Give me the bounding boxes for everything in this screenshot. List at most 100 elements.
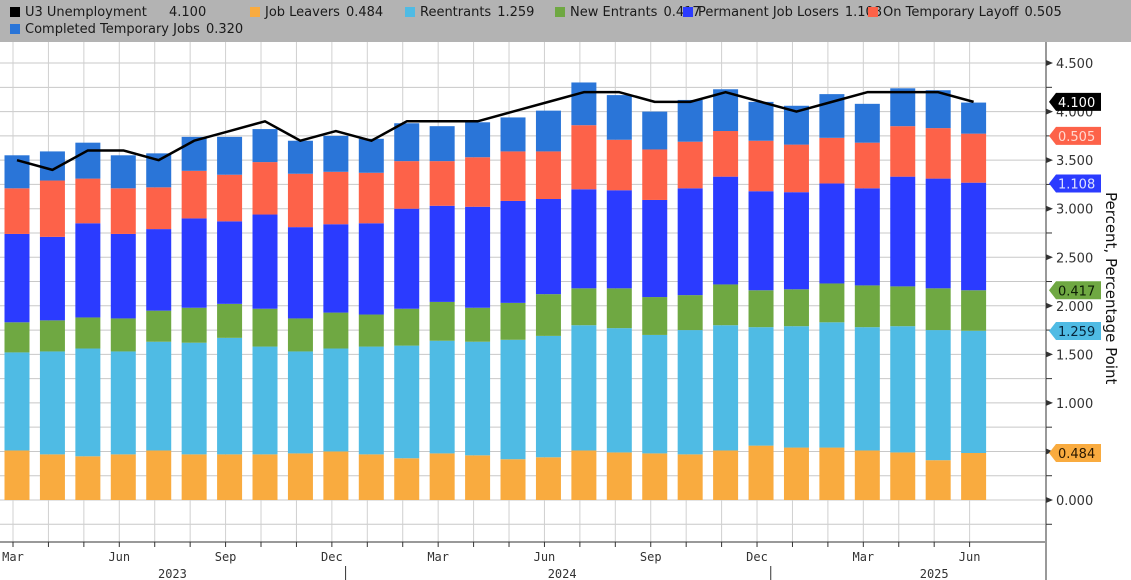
bar-segment-job-leavers[interactable] <box>748 445 774 500</box>
bar-segment-completed-temporary-jobs[interactable] <box>854 103 880 143</box>
bar-segment-new-entrants[interactable] <box>146 310 172 342</box>
bar-segment-permanent-job-losers[interactable] <box>146 229 172 311</box>
bar-segment-job-leavers[interactable] <box>217 454 243 500</box>
bar-segment-job-leavers[interactable] <box>854 450 880 500</box>
bar-segment-permanent-job-losers[interactable] <box>500 200 526 303</box>
bar-segment-reentrants[interactable] <box>571 325 597 451</box>
bar-segment-permanent-job-losers[interactable] <box>890 176 916 287</box>
bar-segment-permanent-job-losers[interactable] <box>925 178 951 289</box>
bar-segment-job-leavers[interactable] <box>429 453 455 500</box>
bar-segment-completed-temporary-jobs[interactable] <box>677 99 703 142</box>
bar-segment-reentrants[interactable] <box>606 328 632 453</box>
bar-segment-permanent-job-losers[interactable] <box>606 190 632 289</box>
bar-segment-reentrants[interactable] <box>783 326 809 448</box>
bar-segment-permanent-job-losers[interactable] <box>252 214 278 309</box>
bar-segment-on-temporary-layoff[interactable] <box>110 188 136 234</box>
bar-segment-completed-temporary-jobs[interactable] <box>429 126 455 162</box>
bar-segment-reentrants[interactable] <box>146 341 172 451</box>
bar-segment-job-leavers[interactable] <box>358 454 384 500</box>
legend-item[interactable]: New Entrants0.417 <box>555 4 701 20</box>
bar-segment-on-temporary-layoff[interactable] <box>146 187 172 230</box>
bar-segment-new-entrants[interactable] <box>4 322 30 353</box>
legend-item[interactable]: On Temporary Layoff 0.505 <box>868 4 1062 20</box>
bar-segment-on-temporary-layoff[interactable] <box>323 171 349 225</box>
bar-segment-on-temporary-layoff[interactable] <box>819 137 845 184</box>
bar-segment-completed-temporary-jobs[interactable] <box>110 155 136 189</box>
bar-segment-reentrants[interactable] <box>110 351 136 455</box>
bar-segment-reentrants[interactable] <box>713 325 739 451</box>
bar-segment-completed-temporary-jobs[interactable] <box>358 138 384 173</box>
bar-segment-reentrants[interactable] <box>75 348 101 457</box>
bar-segment-reentrants[interactable] <box>4 352 30 451</box>
bar-segment-permanent-job-losers[interactable] <box>4 233 30 323</box>
bar-segment-reentrants[interactable] <box>819 322 845 448</box>
bar-segment-new-entrants[interactable] <box>925 288 951 331</box>
bar-segment-permanent-job-losers[interactable] <box>429 205 455 302</box>
bar-segment-reentrants[interactable] <box>642 334 668 454</box>
bar-segment-reentrants[interactable] <box>39 351 65 455</box>
bar-segment-reentrants[interactable] <box>677 330 703 455</box>
bar-segment-on-temporary-layoff[interactable] <box>961 133 987 183</box>
bar-segment-job-leavers[interactable] <box>39 454 65 500</box>
bar-segment-completed-temporary-jobs[interactable] <box>465 122 491 158</box>
legend-item[interactable]: Job Leavers 0.484 <box>250 4 383 20</box>
bar-segment-on-temporary-layoff[interactable] <box>394 161 420 209</box>
u3-unemployment-line[interactable] <box>16 90 974 172</box>
bar-segment-completed-temporary-jobs[interactable] <box>713 89 739 132</box>
bar-segment-permanent-job-losers[interactable] <box>323 224 349 313</box>
bar-segment-on-temporary-layoff[interactable] <box>252 162 278 215</box>
bar-segment-job-leavers[interactable] <box>890 452 916 500</box>
bar-segment-completed-temporary-jobs[interactable] <box>961 102 987 134</box>
bar-segment-new-entrants[interactable] <box>535 294 561 336</box>
bar-segment-completed-temporary-jobs[interactable] <box>181 136 207 171</box>
bar-segment-permanent-job-losers[interactable] <box>217 221 243 304</box>
legend-item[interactable]: Completed Temporary Jobs 0.320 <box>10 21 243 37</box>
bar-segment-job-leavers[interactable] <box>713 450 739 500</box>
bar-segment-on-temporary-layoff[interactable] <box>358 172 384 224</box>
bar-segment-completed-temporary-jobs[interactable] <box>642 111 668 150</box>
bar-segment-on-temporary-layoff[interactable] <box>571 125 597 190</box>
bar-segment-permanent-job-losers[interactable] <box>571 189 597 289</box>
bar-segment-permanent-job-losers[interactable] <box>39 236 65 321</box>
legend-item[interactable]: Permanent Job Losers 1.108 <box>683 4 882 20</box>
bar-segment-reentrants[interactable] <box>925 330 951 461</box>
bar-segment-new-entrants[interactable] <box>394 308 420 346</box>
bar-segment-permanent-job-losers[interactable] <box>358 223 384 315</box>
bar-segment-job-leavers[interactable] <box>925 460 951 500</box>
bar-segment-on-temporary-layoff[interactable] <box>465 157 491 207</box>
bar-segment-on-temporary-layoff[interactable] <box>925 128 951 179</box>
bar-segment-on-temporary-layoff[interactable] <box>783 144 809 193</box>
bar-segment-new-entrants[interactable] <box>39 320 65 352</box>
bar-segment-reentrants[interactable] <box>961 330 987 454</box>
bar-segment-new-entrants[interactable] <box>75 317 101 349</box>
bar-segment-new-entrants[interactable] <box>890 286 916 327</box>
bar-segment-reentrants[interactable] <box>890 326 916 453</box>
bar-segment-new-entrants[interactable] <box>961 290 987 331</box>
bar-segment-new-entrants[interactable] <box>571 288 597 326</box>
bar-segment-on-temporary-layoff[interactable] <box>217 174 243 222</box>
bar-segment-new-entrants[interactable] <box>323 312 349 349</box>
bar-segment-job-leavers[interactable] <box>677 454 703 500</box>
bar-segment-completed-temporary-jobs[interactable] <box>75 142 101 179</box>
bar-segment-on-temporary-layoff[interactable] <box>75 178 101 224</box>
bar-segment-job-leavers[interactable] <box>252 454 278 500</box>
bar-segment-new-entrants[interactable] <box>358 314 384 347</box>
bar-segment-permanent-job-losers[interactable] <box>854 188 880 286</box>
bar-segment-reentrants[interactable] <box>358 346 384 455</box>
bar-segment-new-entrants[interactable] <box>854 285 880 328</box>
bar-segment-on-temporary-layoff[interactable] <box>39 180 65 237</box>
bar-segment-new-entrants[interactable] <box>465 307 491 342</box>
bar-segment-permanent-job-losers[interactable] <box>713 176 739 285</box>
bar-segment-permanent-job-losers[interactable] <box>110 233 136 319</box>
bar-segment-job-leavers[interactable] <box>819 447 845 500</box>
bar-segment-completed-temporary-jobs[interactable] <box>252 129 278 163</box>
bar-segment-completed-temporary-jobs[interactable] <box>890 88 916 127</box>
bar-segment-completed-temporary-jobs[interactable] <box>748 101 774 141</box>
bar-segment-reentrants[interactable] <box>429 340 455 454</box>
bar-segment-job-leavers[interactable] <box>394 458 420 500</box>
bar-segment-reentrants[interactable] <box>748 327 774 446</box>
bar-segment-completed-temporary-jobs[interactable] <box>394 123 420 162</box>
bar-segment-job-leavers[interactable] <box>961 453 987 500</box>
bar-segment-completed-temporary-jobs[interactable] <box>606 95 632 140</box>
bar-segment-new-entrants[interactable] <box>606 288 632 329</box>
